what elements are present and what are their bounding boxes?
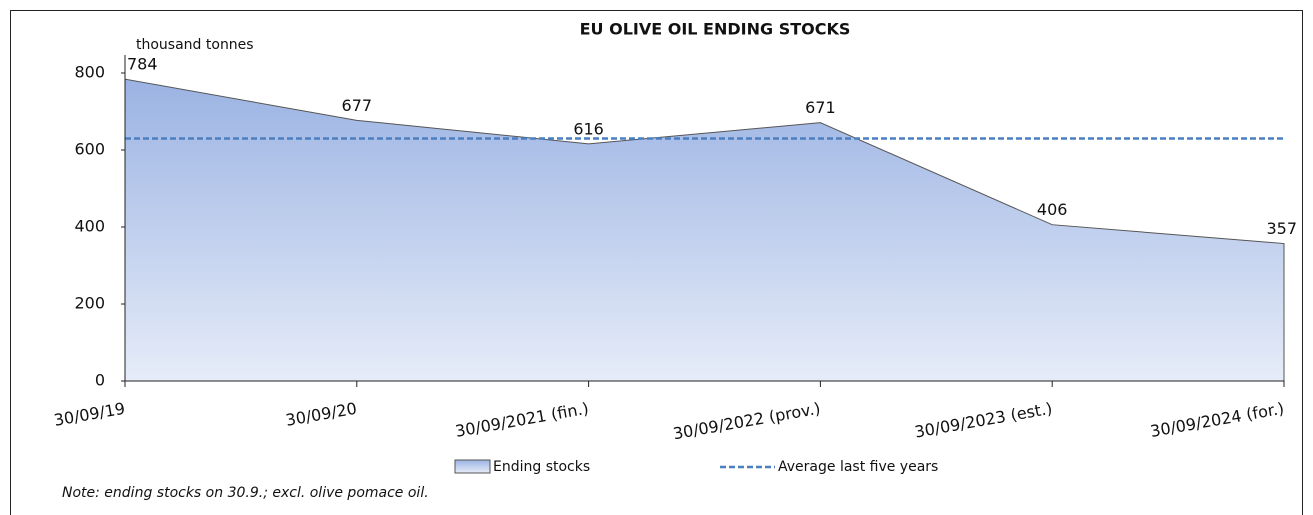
value-label: 784 <box>127 55 158 74</box>
legend-label: Average last five years <box>778 459 938 475</box>
y-tick-label: 200 <box>74 294 105 313</box>
x-tick-label: 30/09/2023 (est.) <box>913 399 1054 442</box>
chart-title: EU OLIVE OIL ENDING STOCKS <box>580 20 851 39</box>
value-label: 406 <box>1037 200 1068 219</box>
value-label: 671 <box>805 98 836 117</box>
x-tick-label: 30/09/2022 (prov.) <box>672 399 822 444</box>
x-tick-label: 30/09/20 <box>284 399 358 430</box>
y-tick-label: 400 <box>74 217 105 236</box>
note: Note: ending stocks on 30.9.; excl. oliv… <box>62 485 429 501</box>
y-tick-label: 0 <box>95 371 105 390</box>
x-tick-label: 30/09/19 <box>52 399 126 430</box>
frame <box>10 10 1303 515</box>
y-tick-label: 800 <box>74 63 105 82</box>
value-label: 616 <box>573 119 604 138</box>
x-tick-label: 30/09/2024 (for.) <box>1149 399 1286 441</box>
y-axis-label: thousand tonnes <box>136 37 254 53</box>
y-tick-label: 600 <box>74 140 105 159</box>
area <box>124 78 1285 382</box>
x-tick-label: 30/09/2021 (fin.) <box>454 399 590 441</box>
value-label: 677 <box>342 96 373 115</box>
legend-swatch <box>454 459 491 474</box>
value-label: 357 <box>1266 219 1297 238</box>
legend-label: Ending stocks <box>493 459 590 475</box>
